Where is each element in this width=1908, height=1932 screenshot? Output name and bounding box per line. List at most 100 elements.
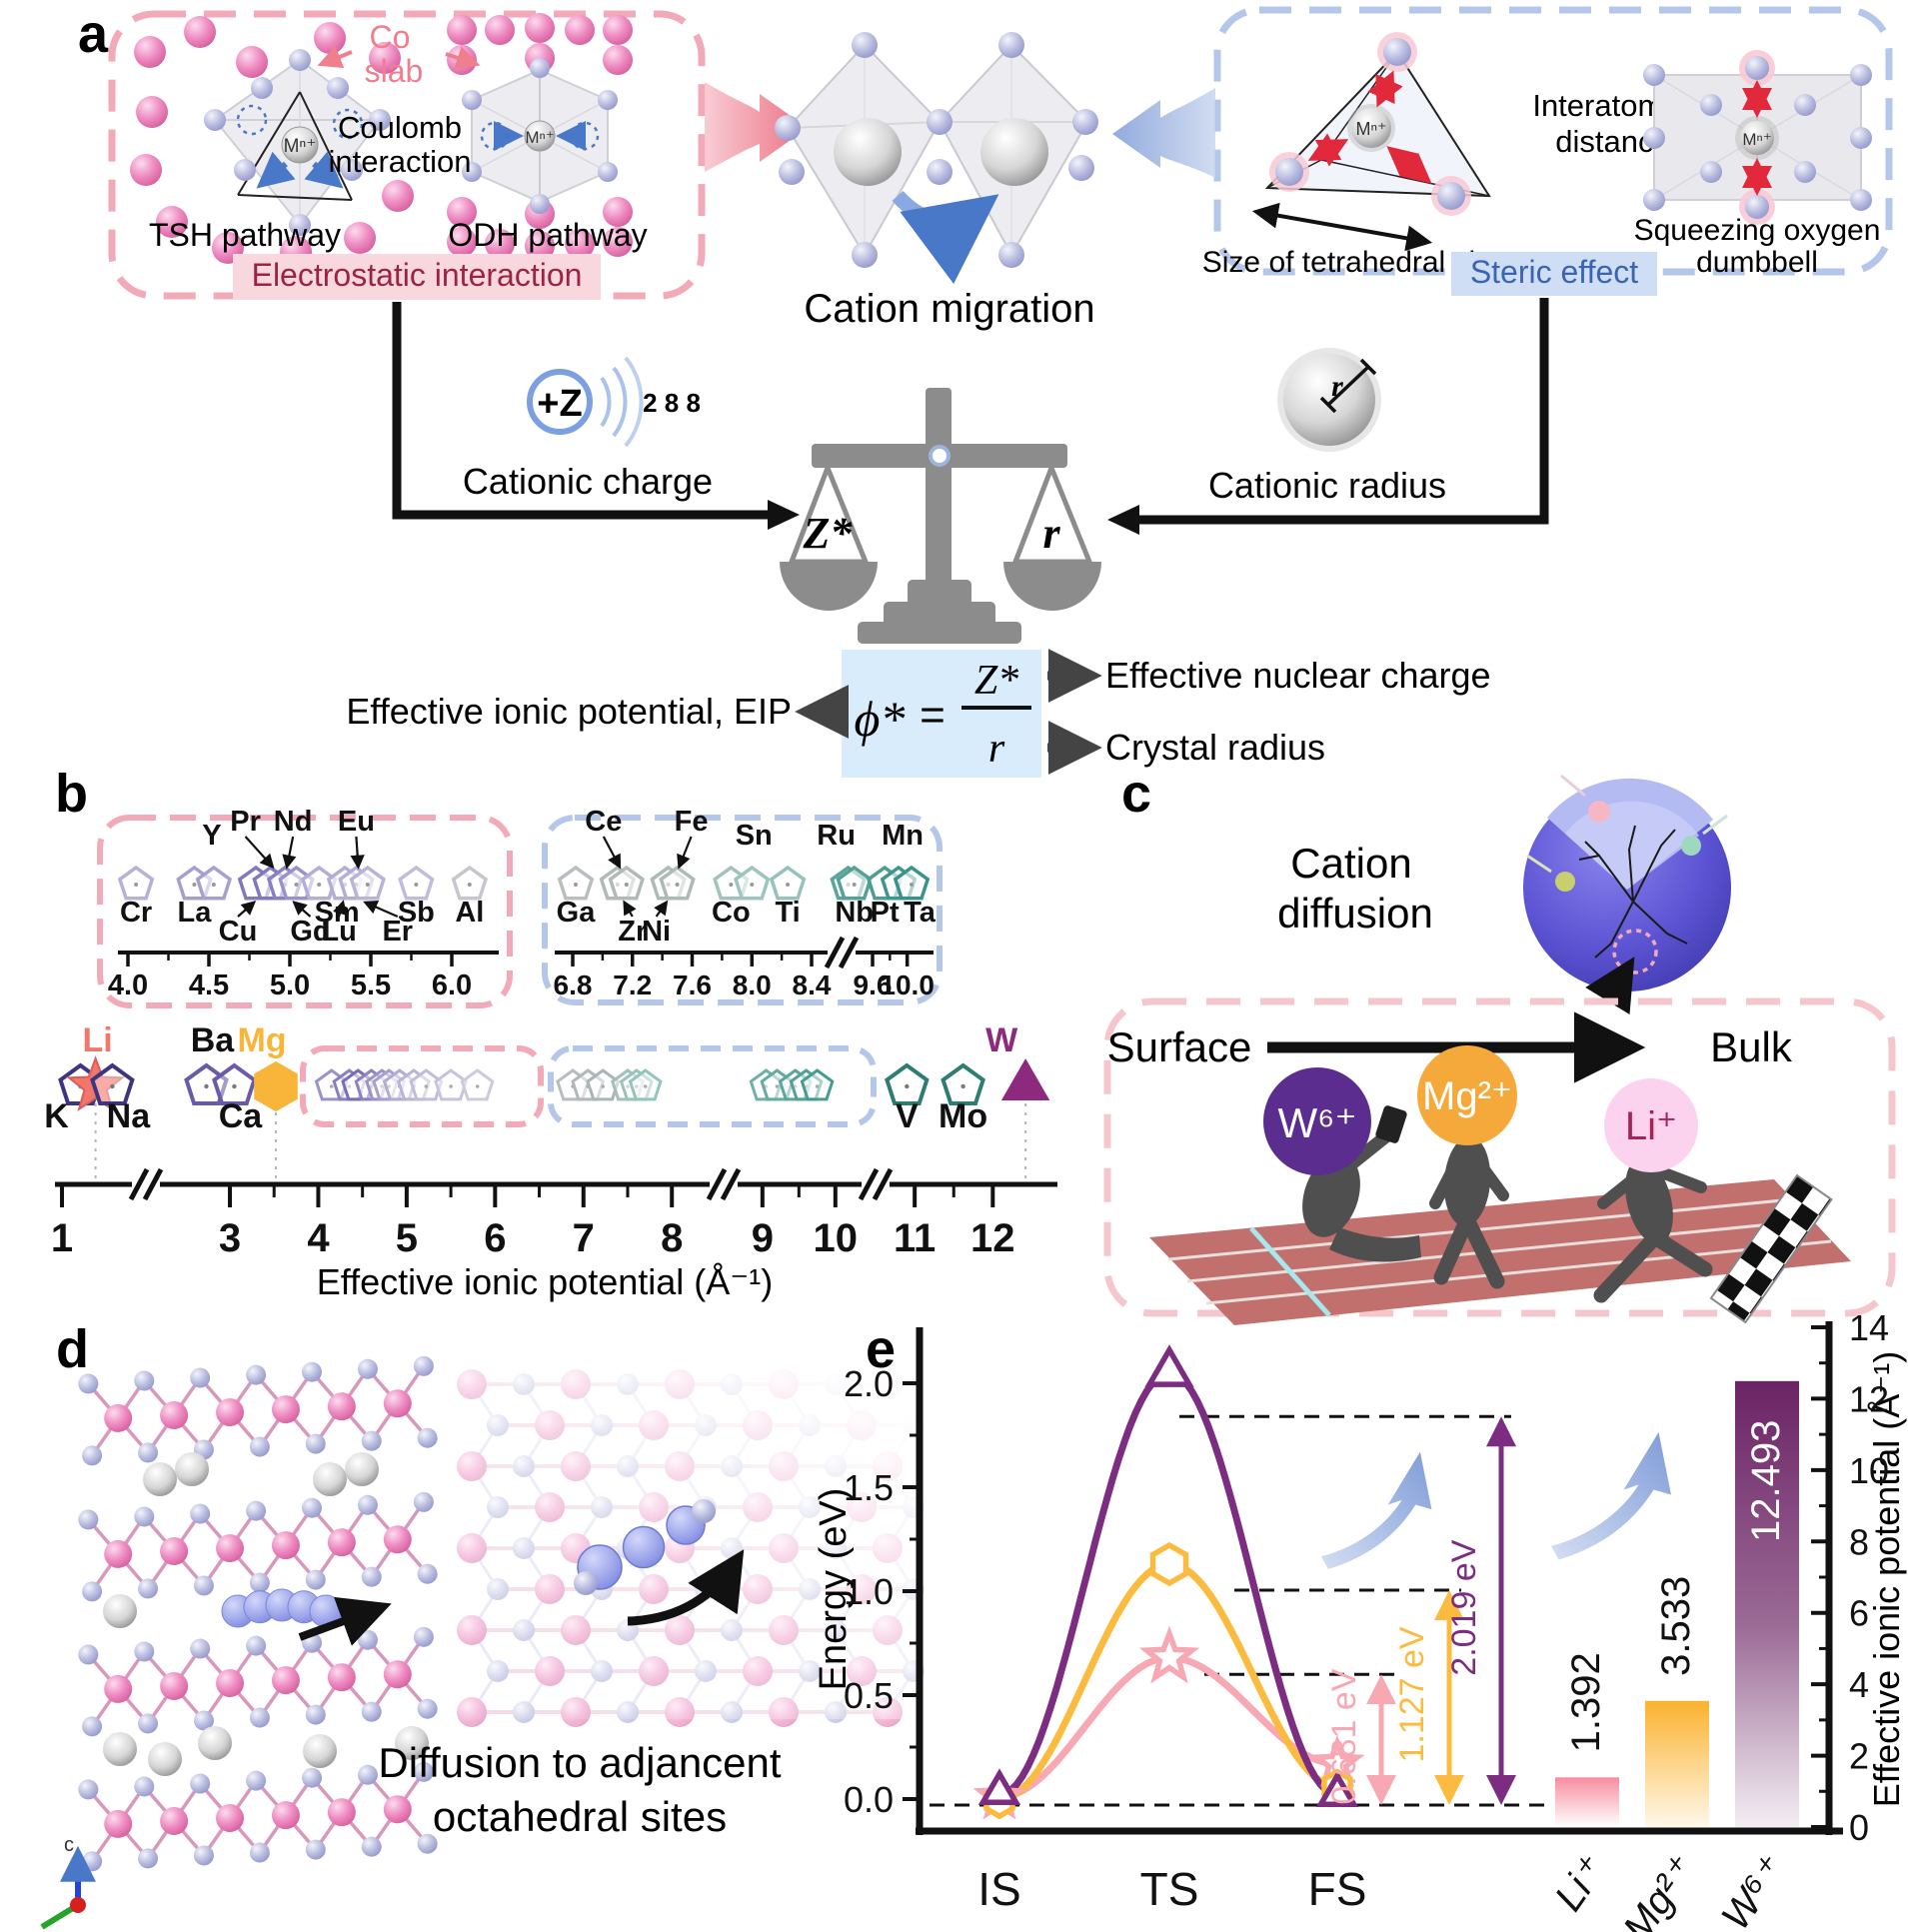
axis-c-label: c [64, 1834, 74, 1856]
cation-diffusion-label: Cation [1290, 840, 1411, 887]
pink-axis-tick: 4.0 [108, 969, 148, 1001]
co-slab-label: Co [370, 19, 411, 55]
blue-axis-tick: 6.8 [554, 969, 593, 1000]
panel-e-plots: 0.0 0.5 1.0 1.5 2.0 IS TS FS 0.681 eV 1.127 eV 2.0… [844, 1307, 1889, 1932]
element-label-Mo: Mo [939, 1097, 987, 1135]
increase-arrow-icon [1321, 1451, 1432, 1569]
oxygen-atoms [462, 58, 618, 214]
element-label-Pt: Pt [871, 897, 900, 929]
main-axis-tick: 12 [970, 1216, 1015, 1260]
bar-value-label: 12.493 [1744, 1420, 1788, 1542]
squeezing-oxygen-label2: dumbbell [1696, 246, 1818, 279]
neb-curve-Li⁺ [998, 1654, 1338, 1801]
high-eip-inset-box [542, 815, 943, 1005]
runner-mg: Mg²⁺ [1417, 1045, 1517, 1289]
cation-migration-illustration [775, 32, 1098, 285]
oxygen-atoms [204, 49, 391, 236]
odh-pathway-label: ODH pathway [448, 217, 647, 253]
element-label-Li: Li [82, 1021, 112, 1059]
surface-label: Surface [1107, 1023, 1252, 1070]
bar-axis-tick: 6 [1849, 1593, 1869, 1634]
blue-axis-tick: 9.6 [854, 969, 893, 1000]
crack-lines [1578, 825, 1688, 959]
finish-flag [1709, 1173, 1833, 1324]
balance-scale [780, 388, 1101, 644]
steric-funnel-arrow [1112, 88, 1215, 178]
eip-bar-axis-label: Effective ionic potential (Å⁻¹) [1866, 1351, 1907, 1808]
panel-b-plot: 4.0 4.5 5.0 5.5 6.0 6.8 7.2 7.6 8.0 8.4 9.610.0 Cr L… [44, 806, 1057, 1260]
main-axis-tick: 10 [814, 1216, 859, 1260]
odh-structure-illustration: Mⁿ⁺ [447, 13, 633, 261]
eq-equals: = [920, 691, 946, 740]
energy-tick: 1.0 [844, 1571, 894, 1612]
element-label-Ru: Ru [817, 820, 856, 852]
steric-badge-label: Steric effect [1470, 254, 1638, 290]
layered-structure-illustration [78, 1355, 438, 1872]
panel-letter-d: d [56, 1319, 89, 1379]
runner-w-label: W⁶⁺ [1277, 1099, 1356, 1146]
element-label-Sn: Sn [736, 820, 773, 852]
element-label-Nd: Nd [274, 806, 313, 838]
nuclear-charge-label: Effective nuclear charge [1105, 655, 1491, 696]
low-eip-inset-box [97, 815, 513, 1008]
state-label-FS: FS [1308, 1863, 1367, 1915]
element-label-K: K [44, 1097, 69, 1135]
balance-pan-right [1003, 467, 1101, 611]
migration-arrow [892, 190, 999, 285]
element-label-Y: Y [202, 820, 221, 852]
octahedral-hop-illustration [574, 1499, 745, 1626]
bar-axis-tick: 8 [1849, 1521, 1869, 1562]
element-label-Cu: Cu [219, 916, 258, 948]
particle-sphere-illustration [1523, 774, 1731, 1015]
barrier-label: 1.127 eV [1393, 1626, 1431, 1762]
eq-numerator: Z* [974, 658, 1018, 704]
panel-letter-c: c [1121, 764, 1151, 824]
pan-r-label: r [1042, 509, 1060, 558]
panel-letter-b: b [55, 764, 88, 824]
pink-cluster-box [300, 1045, 544, 1127]
energy-axis-label: Energy (eV) [813, 1488, 855, 1691]
element-label-Fe: Fe [675, 806, 709, 838]
electrostatic-badge [233, 254, 601, 300]
element-label-Mg: Mg [237, 1021, 286, 1059]
main-axis-tick: 9 [752, 1216, 774, 1260]
runner-mg-label: Mg²⁺ [1422, 1074, 1512, 1118]
element-label-Ga: Ga [557, 897, 597, 929]
tetrahedral-site-illustration: Mⁿ⁺ [1251, 32, 1491, 252]
runner-li: Li⁺ [1593, 1078, 1713, 1303]
eip-axis-label: Effective ionic potential (Å⁻¹) [317, 1261, 774, 1302]
vacancy-site-icon [332, 108, 364, 140]
inward-diffusion-arrow [1585, 957, 1635, 1015]
metal-ion-label: Mⁿ⁺ [1355, 119, 1386, 139]
electrostatic-badge-label: Electrostatic interaction [252, 257, 583, 293]
element-label-Mn: Mn [882, 820, 924, 852]
cationic-radius-label: Cationic radius [1208, 465, 1446, 506]
neb-marker [1315, 1770, 1359, 1808]
element-label-Al: Al [455, 897, 484, 929]
electrostatic-dashed-box [108, 10, 706, 300]
neb-marker [1144, 1344, 1194, 1387]
blue-axis-tick: 10.0 [880, 969, 935, 1000]
bar-value-label: 3.533 [1654, 1576, 1698, 1676]
pink-axis-tick: 4.5 [189, 969, 229, 1001]
runner-li-label: Li⁺ [1625, 1104, 1677, 1148]
element-label-Na: Na [107, 1097, 152, 1135]
start-line [1249, 1226, 1331, 1317]
element-label-Nb: Nb [835, 897, 874, 929]
co-slab-label2: slab [365, 53, 424, 89]
bar-category-label: Li⁺ [1546, 1849, 1614, 1919]
coulomb-label: Coulomb [338, 110, 462, 145]
neb-marker [1138, 1625, 1200, 1684]
energy-tick: 1.5 [844, 1467, 894, 1508]
cation-migration-label: Cation migration [804, 287, 1094, 331]
element-label-Ca: Ca [219, 1097, 264, 1135]
main-axis-tick: 6 [484, 1216, 506, 1260]
element-label-Eu: Eu [338, 806, 375, 838]
blue-axis-tick: 8.0 [733, 969, 772, 1000]
state-label-TS: TS [1140, 1863, 1199, 1915]
bulk-label: Bulk [1710, 1023, 1793, 1070]
main-axis-tick: 5 [396, 1216, 418, 1260]
pink-axis-tick: 6.0 [432, 969, 472, 1001]
tsh-pathway-label: TSH pathway [149, 217, 341, 253]
